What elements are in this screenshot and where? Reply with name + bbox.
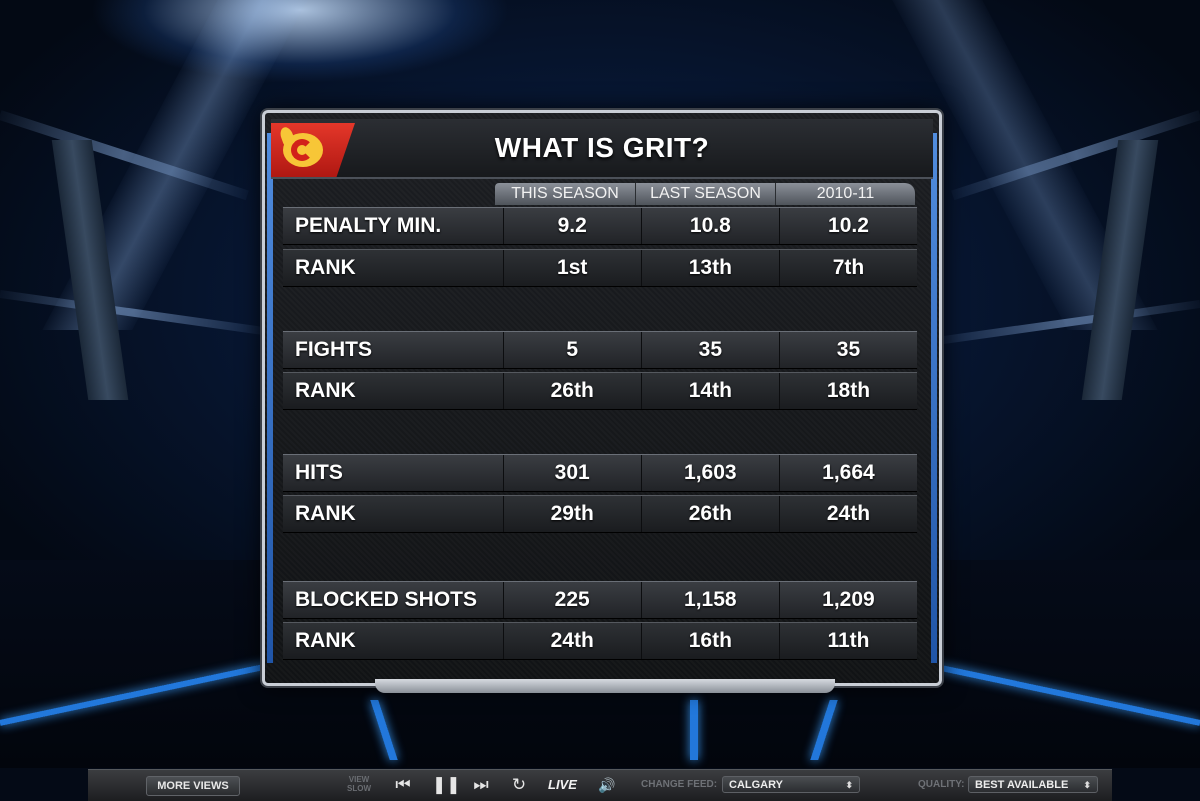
panel-edge <box>931 133 937 663</box>
table-cell: 1,158 <box>640 582 779 618</box>
view-slow-button[interactable]: VIEW SLOW <box>347 775 371 793</box>
table-row-blocked-shots: BLOCKED SHOTS 225 1,158 1,209 <box>283 581 917 619</box>
table-cell: 10.8 <box>640 208 779 244</box>
table-cell: 11th <box>778 623 917 659</box>
table-cell: 35 <box>778 332 917 368</box>
table-row-hits-rank: RANK 29th 26th 24th <box>283 495 917 533</box>
table-row-fights: FIGHTS 5 35 35 <box>283 331 917 369</box>
floor-light <box>690 700 698 760</box>
panel-foot-bar <box>375 679 835 693</box>
table-cell: 5 <box>502 332 641 368</box>
quality-select[interactable]: BEST AVAILABLE ⬍ <box>968 776 1098 793</box>
quality-label: QUALITY: <box>918 779 965 790</box>
table-cell: 301 <box>502 455 641 491</box>
volume-icon[interactable]: 🔊 <box>598 777 616 793</box>
table-row-fights-rank: RANK 26th 14th 18th <box>283 372 917 410</box>
chevron-updown-icon: ⬍ <box>845 780 853 790</box>
column-header-last-season: LAST SEASON <box>635 183 775 205</box>
table-cell: 26th <box>502 373 641 409</box>
table-cell: 26th <box>640 496 779 532</box>
table-cell: 18th <box>778 373 917 409</box>
more-views-button[interactable]: MORE VIEWS <box>146 776 240 796</box>
chevron-updown-icon: ⬍ <box>1083 780 1091 790</box>
fast-forward-icon[interactable]: ⏭ <box>473 775 489 794</box>
row-label: RANK <box>295 256 356 279</box>
panel-edge <box>267 133 273 663</box>
row-label: RANK <box>295 379 356 402</box>
panel-title-bar: WHAT IS GRIT? <box>271 119 933 179</box>
row-label: BLOCKED SHOTS <box>295 588 478 611</box>
calgary-flames-logo-icon <box>283 133 323 167</box>
table-cell: 1,209 <box>778 582 917 618</box>
row-label: RANK <box>295 502 356 525</box>
column-header-this-season: THIS SEASON <box>511 185 619 202</box>
table-cell: 29th <box>502 496 641 532</box>
quality-value: BEST AVAILABLE <box>975 779 1069 791</box>
stats-panel: WHAT IS GRIT? THIS SEASON LAST SEASON 20… <box>262 110 942 693</box>
change-feed-label: CHANGE FEED: <box>641 779 718 790</box>
table-cell: 1st <box>502 250 641 286</box>
row-label: FIGHTS <box>295 338 372 361</box>
table-cell: 13th <box>640 250 779 286</box>
rewind-icon[interactable]: ⏮ <box>395 775 411 794</box>
pause-icon[interactable]: ❚❚ <box>432 775 461 794</box>
table-row-penalty-rank: RANK 1st 13th 7th <box>283 249 917 287</box>
table-row-penalty-min: PENALTY MIN. 9.2 10.8 10.2 <box>283 207 917 245</box>
table-cell: 16th <box>640 623 779 659</box>
table-cell: 7th <box>778 250 917 286</box>
row-label: RANK <box>295 629 356 652</box>
row-label: HITS <box>295 461 343 484</box>
live-button[interactable]: LIVE <box>548 777 577 792</box>
table-cell: 9.2 <box>502 208 641 244</box>
replay-icon[interactable]: ↻ <box>511 775 527 794</box>
table-cell: 35 <box>640 332 779 368</box>
table-cell: 10.2 <box>778 208 917 244</box>
table-cell: 24th <box>778 496 917 532</box>
row-label: PENALTY MIN. <box>295 214 442 237</box>
table-cell: 24th <box>502 623 641 659</box>
table-cell: 225 <box>502 582 641 618</box>
column-headers: THIS SEASON LAST SEASON 2010-11 <box>495 183 915 205</box>
table-row-hits: HITS 301 1,603 1,664 <box>283 454 917 492</box>
panel-title: WHAT IS GRIT? <box>494 132 710 163</box>
change-feed-value: CALGARY <box>729 779 783 791</box>
table-cell: 1,664 <box>778 455 917 491</box>
table-row-blocked-rank: RANK 24th 16th 11th <box>283 622 917 660</box>
table-cell: 1,603 <box>640 455 779 491</box>
change-feed-select[interactable]: CALGARY ⬍ <box>722 776 860 793</box>
column-header-2010-11: 2010-11 <box>775 183 915 205</box>
table-cell: 14th <box>640 373 779 409</box>
player-control-bar: MORE VIEWS VIEW SLOW ⏮ ❚❚ ⏭ ↻ LIVE 🔊 CHA… <box>88 769 1112 801</box>
